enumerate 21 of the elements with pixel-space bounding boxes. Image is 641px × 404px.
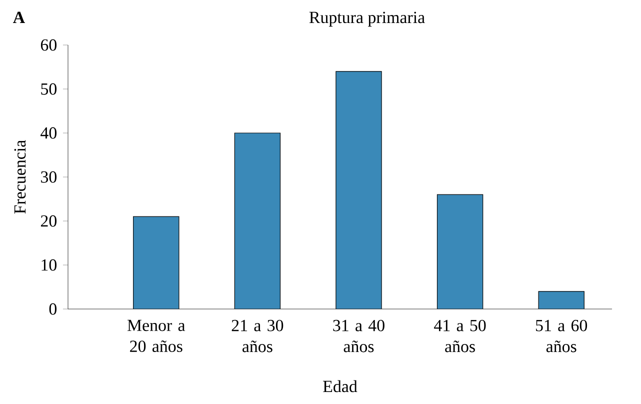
y-axis-title: Frecuencia: [14, 140, 26, 214]
y-tick-label: 60: [40, 39, 57, 51]
x-tick-label: 31 a 40 años: [333, 320, 384, 352]
bar: [437, 194, 483, 309]
x-axis-title: Edad: [323, 380, 358, 392]
y-tick-label: 40: [40, 127, 57, 139]
y-tick-label: 10: [42, 259, 57, 271]
text: A: [13, 12, 25, 23]
bar: [336, 71, 382, 309]
y-tick-label: 20: [40, 215, 57, 227]
x-tick-label: 51 a 60 años: [536, 320, 588, 352]
chart-title: Ruptura primaria: [309, 12, 425, 27]
y-tick-label: 30: [41, 171, 57, 183]
bar: [538, 291, 584, 309]
x-tick-label: 21 a 30 años: [232, 320, 284, 352]
y-tick-label: 0: [49, 303, 57, 315]
bar: [133, 216, 179, 309]
bar: [234, 133, 280, 309]
x-tick-label: 41 a 50 años: [434, 320, 486, 352]
y-tick-label: 50: [41, 83, 57, 95]
x-tick-label: Menor a 20 años: [127, 320, 186, 352]
